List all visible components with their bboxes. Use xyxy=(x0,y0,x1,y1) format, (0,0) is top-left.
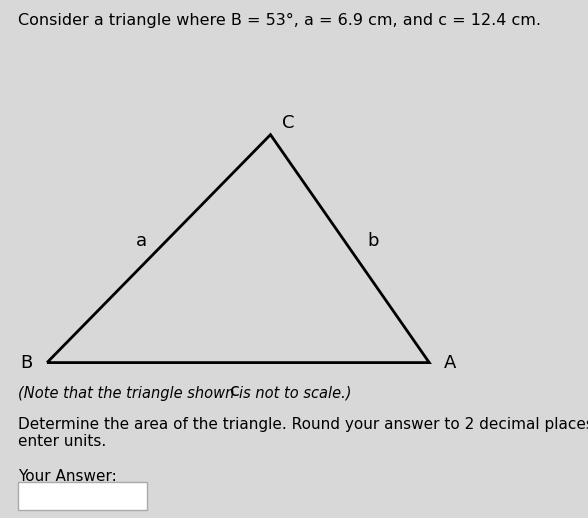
Text: B: B xyxy=(21,354,32,371)
Text: Determine the area of the triangle. Round your answer to 2 decimal places; do n
: Determine the area of the triangle. Roun… xyxy=(18,417,588,450)
Text: (Note that the triangle shown is not to scale.): (Note that the triangle shown is not to … xyxy=(18,386,351,401)
FancyBboxPatch shape xyxy=(18,482,147,510)
Text: c: c xyxy=(230,382,240,400)
Text: Your Answer:: Your Answer: xyxy=(18,469,116,484)
Text: Consider a triangle where B = 53°, a = 6.9 cm, and c = 12.4 cm.: Consider a triangle where B = 53°, a = 6… xyxy=(18,13,540,28)
Text: b: b xyxy=(368,232,379,250)
Text: a: a xyxy=(136,232,146,250)
Text: C: C xyxy=(282,114,295,132)
Text: A: A xyxy=(443,354,456,371)
